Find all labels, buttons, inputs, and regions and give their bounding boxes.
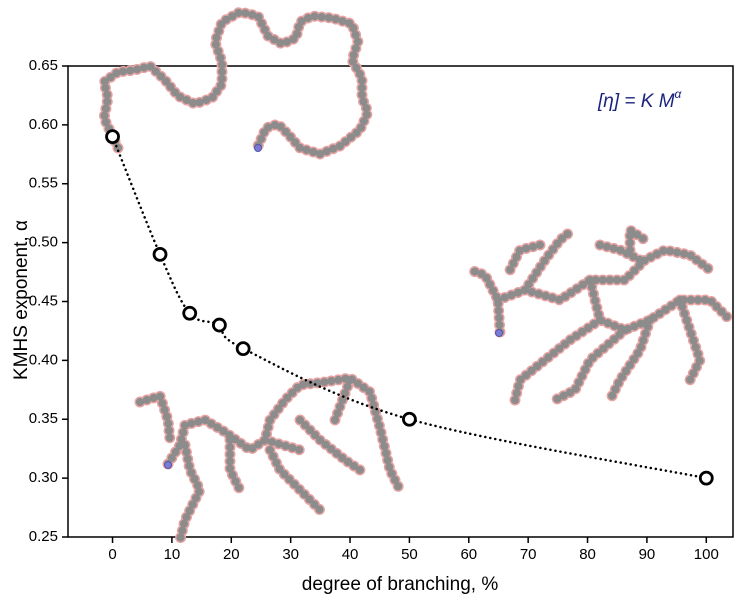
x-tick-label: 20 bbox=[223, 546, 240, 563]
x-tick-label: 70 bbox=[520, 546, 537, 563]
y-tick-label: 0.25 bbox=[29, 528, 58, 545]
y-tick-label: 0.55 bbox=[29, 175, 58, 192]
data-point bbox=[402, 411, 417, 427]
x-tick-label: 30 bbox=[282, 546, 299, 563]
x-tick-label: 10 bbox=[164, 546, 181, 563]
equation-sup: α bbox=[675, 87, 683, 101]
x-tick-label: 60 bbox=[460, 546, 477, 563]
x-tick-label: 90 bbox=[639, 546, 656, 563]
x-axis-label: degree of branching, % bbox=[302, 574, 499, 595]
x-tick-label: 50 bbox=[401, 546, 418, 563]
data-point bbox=[235, 341, 251, 357]
y-tick-label: 0.65 bbox=[29, 57, 58, 74]
y-axis-label: KMHS exponent, α bbox=[11, 220, 32, 380]
data-point bbox=[698, 470, 714, 486]
x-tick-label: 80 bbox=[579, 546, 596, 563]
x-tick-label: 100 bbox=[694, 546, 719, 563]
data-point bbox=[182, 305, 198, 321]
y-tick-label: 0.30 bbox=[29, 469, 58, 486]
y-tick-label: 0.60 bbox=[29, 116, 58, 133]
y-tick-label: 0.40 bbox=[29, 351, 58, 368]
fit-curve bbox=[111, 135, 708, 480]
data-point bbox=[152, 246, 168, 262]
equation-text: [η] = K M bbox=[597, 91, 675, 112]
y-tick-label: 0.50 bbox=[29, 234, 58, 251]
data-point bbox=[105, 129, 120, 145]
data-point bbox=[212, 317, 227, 333]
y-tick-label: 0.35 bbox=[29, 410, 58, 427]
equation: [η] = K Mα bbox=[597, 87, 683, 112]
molecule-illustrations bbox=[98, 6, 734, 546]
x-tick-label: 40 bbox=[342, 546, 359, 563]
x-tick-label: 0 bbox=[108, 546, 116, 563]
y-tick-label: 0.45 bbox=[29, 292, 58, 309]
